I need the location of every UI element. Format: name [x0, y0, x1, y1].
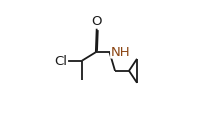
Text: Cl: Cl	[54, 55, 67, 67]
Text: NH: NH	[111, 45, 131, 58]
Text: O: O	[91, 15, 102, 28]
